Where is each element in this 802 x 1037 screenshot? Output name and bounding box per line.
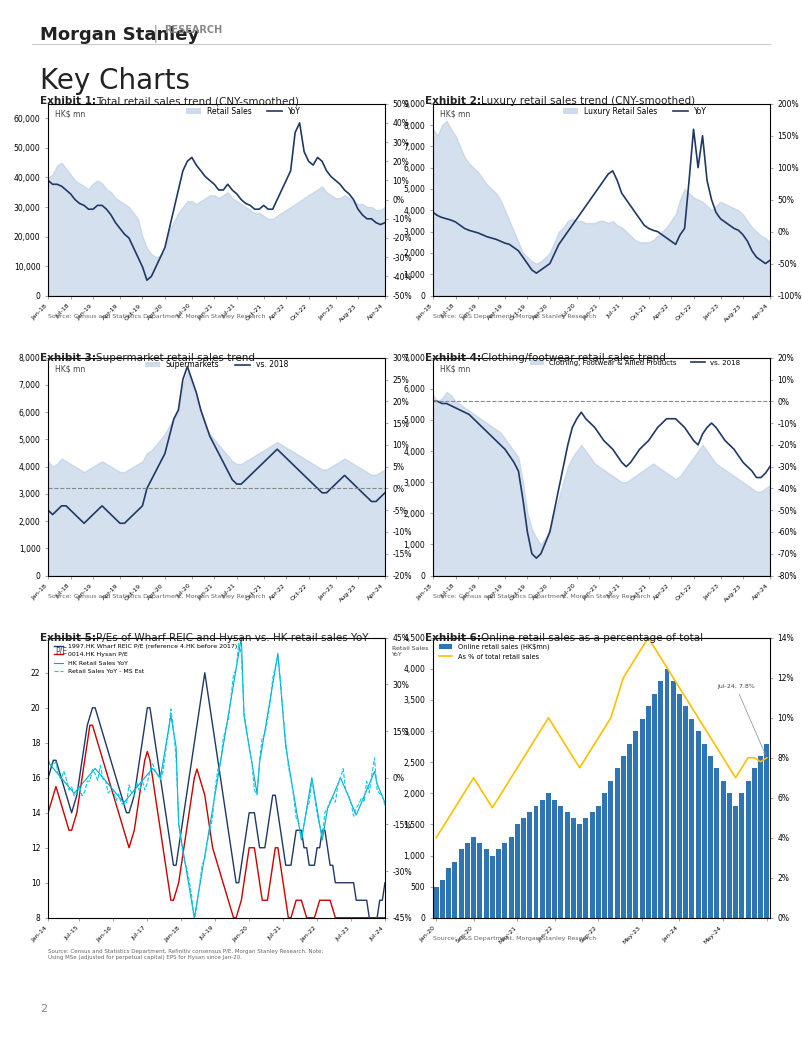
Bar <box>465 843 470 918</box>
Text: Key Charts: Key Charts <box>40 67 190 95</box>
Text: Clothing/footwear retail sales trend: Clothing/footwear retail sales trend <box>481 353 666 363</box>
Bar <box>533 806 538 918</box>
Legend: Online retail sales (HK$mn), As % of total retail sales: Online retail sales (HK$mn), As % of tot… <box>436 641 552 663</box>
Text: Retail Sales
YoY: Retail Sales YoY <box>391 646 428 657</box>
Bar <box>702 744 707 918</box>
Bar <box>496 849 501 918</box>
Bar <box>634 731 638 918</box>
Bar <box>602 793 607 918</box>
Bar <box>502 843 508 918</box>
Bar <box>558 806 564 918</box>
Text: Exhibit 6:: Exhibit 6: <box>425 633 481 643</box>
Bar <box>440 880 445 918</box>
Bar <box>477 843 482 918</box>
Bar <box>614 768 620 918</box>
Text: Luxury retail sales trend (CNY-smoothed): Luxury retail sales trend (CNY-smoothed) <box>481 96 695 107</box>
Text: Online retail sales as a percentage of total: Online retail sales as a percentage of t… <box>481 633 703 643</box>
Bar <box>670 681 676 918</box>
Bar <box>683 706 688 918</box>
Bar <box>646 706 650 918</box>
Bar <box>446 868 452 918</box>
Bar <box>758 756 763 918</box>
Bar <box>621 756 626 918</box>
Text: RESEARCH: RESEARCH <box>164 25 223 35</box>
Text: Morgan Stanley: Morgan Stanley <box>40 26 200 44</box>
Text: Source: C&S Department, Morgan Stanley Research: Source: C&S Department, Morgan Stanley R… <box>433 314 597 319</box>
Bar <box>577 824 582 918</box>
Text: HK$ mn: HK$ mn <box>439 110 470 118</box>
Bar <box>508 837 513 918</box>
Text: Exhibit 1:: Exhibit 1: <box>40 96 96 107</box>
Text: IDEA: IDEA <box>727 22 756 31</box>
Bar <box>527 812 533 918</box>
Bar <box>484 849 488 918</box>
Bar <box>627 744 632 918</box>
Text: HK$ mn: HK$ mn <box>439 364 470 373</box>
Bar <box>690 719 695 918</box>
Text: 2: 2 <box>40 1004 47 1014</box>
Text: Source: Census and Statistics Department, Refinitiv consensus P/E, Morgan Stanle: Source: Census and Statistics Department… <box>48 949 323 959</box>
Text: |: | <box>152 25 158 44</box>
Bar <box>583 818 589 918</box>
Bar <box>571 818 576 918</box>
Text: Source: Census and Statistics Department, Morgan Stanley Research: Source: Census and Statistics Department… <box>48 314 265 319</box>
Text: P/Es of Wharf REIC and Hysan vs. HK retail sales YoY: P/Es of Wharf REIC and Hysan vs. HK reta… <box>96 633 369 643</box>
Text: Exhibit 3:: Exhibit 3: <box>40 353 96 363</box>
Bar <box>434 887 439 918</box>
Bar <box>565 812 569 918</box>
Bar <box>589 812 594 918</box>
Bar <box>764 744 769 918</box>
Bar <box>490 856 495 918</box>
Bar <box>639 719 645 918</box>
Bar <box>739 793 744 918</box>
Text: HK$ mn: HK$ mn <box>55 364 85 373</box>
Bar <box>658 681 663 918</box>
Legend: Retail Sales, YoY: Retail Sales, YoY <box>183 104 305 119</box>
Text: HK$ mn: HK$ mn <box>55 110 85 118</box>
Legend: 1997.HK Wharf REIC P/E (reference 4.HK before 2017), 0014.HK Hysan P/E, HK Retai: 1997.HK Wharf REIC P/E (reference 4.HK b… <box>51 641 240 677</box>
Bar <box>459 849 464 918</box>
Bar <box>515 824 520 918</box>
Bar <box>553 800 557 918</box>
Text: Source: Census and Statistics Department, Morgan Stanley Research: Source: Census and Statistics Department… <box>48 594 265 599</box>
Text: P/E: P/E <box>55 646 67 655</box>
Bar <box>609 781 614 918</box>
Bar <box>708 756 713 918</box>
Bar <box>596 806 601 918</box>
Bar <box>715 768 719 918</box>
Bar <box>665 669 670 918</box>
Text: Exhibit 4:: Exhibit 4: <box>425 353 481 363</box>
Bar <box>652 694 657 918</box>
Legend: Clothing, Footwear & Allied Products, vs. 2018: Clothing, Footwear & Allied Products, vs… <box>527 357 743 368</box>
Text: Total retail sales trend (CNY-smoothed): Total retail sales trend (CNY-smoothed) <box>96 96 299 107</box>
Bar <box>695 731 701 918</box>
Legend: Luxury Retail Sales, YoY: Luxury Retail Sales, YoY <box>560 104 711 119</box>
Bar <box>751 768 757 918</box>
Bar <box>452 862 457 918</box>
Bar <box>727 793 732 918</box>
Bar <box>677 694 682 918</box>
Text: Jul-24, 7.8%: Jul-24, 7.8% <box>717 683 766 755</box>
Text: Source: C&S Department, Morgan Stanley Research: Source: C&S Department, Morgan Stanley R… <box>433 936 597 942</box>
Legend: Supermarkets, vs. 2018: Supermarkets, vs. 2018 <box>141 357 292 372</box>
Bar <box>733 806 738 918</box>
Text: Exhibit 5:: Exhibit 5: <box>40 633 96 643</box>
Bar <box>721 781 726 918</box>
Text: Source: Census and Statistics Department, Morgan Stanley Research: Source: Census and Statistics Department… <box>433 594 650 599</box>
Text: Exhibit 2:: Exhibit 2: <box>425 96 481 107</box>
Bar <box>746 781 751 918</box>
Bar <box>521 818 526 918</box>
Text: Supermarket retail sales trend: Supermarket retail sales trend <box>96 353 255 363</box>
Bar <box>540 800 545 918</box>
Bar <box>546 793 551 918</box>
Bar <box>471 837 476 918</box>
